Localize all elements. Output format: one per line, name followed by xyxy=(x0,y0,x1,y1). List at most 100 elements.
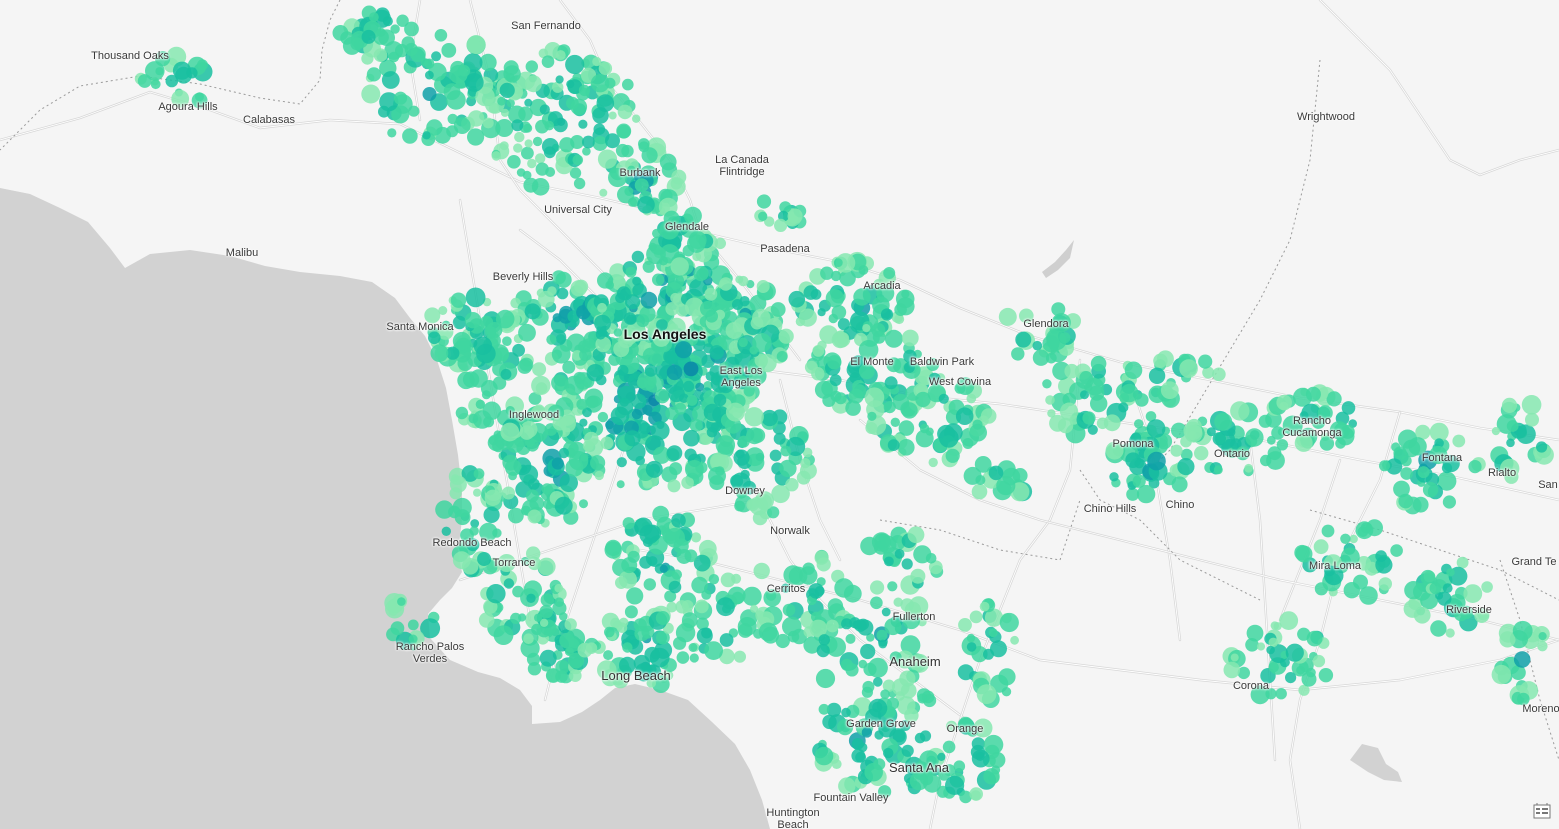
city-label-riverside[interactable]: Riverside xyxy=(1446,604,1492,616)
city-label-thousand-oaks[interactable]: Thousand Oaks xyxy=(91,50,169,62)
density-blob xyxy=(955,407,974,426)
city-label-moreno[interactable]: Moreno xyxy=(1522,703,1559,715)
city-label-cerritos[interactable]: Cerritos xyxy=(766,583,806,595)
city-label-inglewood[interactable]: Inglewood xyxy=(508,409,560,421)
city-label-chino[interactable]: Chino xyxy=(1165,499,1195,511)
city-label-grand-te[interactable]: Grand Te xyxy=(1511,556,1557,568)
city-label-calabasas[interactable]: Calabasas xyxy=(243,114,295,126)
city-label-anaheim[interactable]: Anaheim xyxy=(889,654,941,669)
density-blob xyxy=(1057,417,1074,434)
city-label-malibu[interactable]: Malibu xyxy=(225,247,259,259)
density-blob xyxy=(956,377,975,395)
density-blob xyxy=(767,506,780,519)
city-label-san-fernando[interactable]: San Fernando xyxy=(511,20,581,32)
density-blob xyxy=(641,147,658,164)
city-label-glendora[interactable]: Glendora xyxy=(1023,318,1069,330)
density-blob xyxy=(493,625,514,645)
density-blob xyxy=(452,315,467,330)
city-label-agoura-hills[interactable]: Agoura Hills xyxy=(158,101,218,113)
density-blob xyxy=(1452,434,1466,448)
density-blob xyxy=(1430,620,1447,637)
city-label-rancho-cucamonga[interactable]: Rancho Cucamonga xyxy=(1282,415,1342,439)
city-label-norwalk[interactable]: Norwalk xyxy=(770,525,810,537)
city-label-west-covina[interactable]: West Covina xyxy=(928,376,992,388)
density-blob xyxy=(1429,422,1449,442)
density-blob xyxy=(942,740,956,754)
density-blob xyxy=(666,364,683,381)
density-blob xyxy=(616,457,627,468)
city-label-fountain-valley[interactable]: Fountain Valley xyxy=(813,792,889,804)
density-blob xyxy=(676,651,690,664)
city-label-pasadena[interactable]: Pasadena xyxy=(760,243,810,255)
density-blob xyxy=(500,422,520,442)
city-label-arcadia[interactable]: Arcadia xyxy=(863,280,901,292)
city-label-mira-loma[interactable]: Mira Loma xyxy=(1309,560,1361,572)
density-blob xyxy=(455,406,469,420)
density-blob xyxy=(688,231,707,249)
density-blob xyxy=(652,505,670,523)
density-blob xyxy=(980,408,997,424)
density-blob xyxy=(1227,428,1236,437)
density-blob xyxy=(1506,420,1519,432)
density-blob xyxy=(970,744,986,760)
city-label-el-monte[interactable]: El Monte xyxy=(850,356,894,368)
city-label-torrance[interactable]: Torrance xyxy=(492,557,536,569)
city-label-downey[interactable]: Downey xyxy=(725,485,765,497)
density-blob xyxy=(831,759,842,769)
city-label-burbank[interactable]: Burbank xyxy=(619,167,661,179)
city-label-ontario[interactable]: Ontario xyxy=(1213,448,1251,460)
city-label-pomona[interactable]: Pomona xyxy=(1112,438,1154,450)
city-label-wrightwood[interactable]: Wrightwood xyxy=(1297,111,1355,123)
density-blob xyxy=(1032,349,1050,366)
city-label-garden-grove[interactable]: Garden Grove xyxy=(846,718,916,730)
city-label-baldwin-park[interactable]: Baldwin Park xyxy=(909,356,975,368)
city-label-la-canada-flintridge[interactable]: La Canada Flintridge xyxy=(715,154,769,178)
city-label-corona[interactable]: Corona xyxy=(1232,680,1270,692)
density-blob xyxy=(1437,471,1457,491)
density-blob xyxy=(959,790,972,804)
density-blob xyxy=(1366,519,1383,537)
city-label-beverly-hills[interactable]: Beverly Hills xyxy=(492,271,554,283)
density-blob xyxy=(732,299,743,310)
density-blob xyxy=(686,394,698,406)
density-blob xyxy=(453,117,471,134)
density-blob xyxy=(535,153,546,164)
density-blob xyxy=(853,288,871,306)
city-label-fullerton[interactable]: Fullerton xyxy=(892,611,936,623)
density-blob xyxy=(599,188,608,197)
city-label-glendale[interactable]: Glendale xyxy=(664,221,710,233)
density-blob xyxy=(740,469,750,480)
density-blob xyxy=(841,707,851,718)
density-blob xyxy=(582,135,595,149)
city-label-universal-city[interactable]: Universal City xyxy=(544,204,612,216)
density-blob xyxy=(171,89,190,108)
city-label-santa-monica[interactable]: Santa Monica xyxy=(386,321,454,333)
density-blob xyxy=(975,475,986,485)
density-blob xyxy=(478,612,495,628)
city-label-long-beach[interactable]: Long Beach xyxy=(601,668,671,683)
density-blob xyxy=(901,329,919,347)
city-label-santa-ana[interactable]: Santa Ana xyxy=(889,760,949,775)
city-label-rancho-palos-verdes[interactable]: Rancho Palos Verdes xyxy=(395,641,465,665)
city-label-redondo-beach[interactable]: Redondo Beach xyxy=(432,537,512,549)
density-blob xyxy=(535,162,549,176)
city-label-san[interactable]: San xyxy=(1538,479,1558,491)
density-blob xyxy=(755,491,774,511)
county-boundary xyxy=(1079,469,1261,601)
density-blob xyxy=(585,642,598,654)
city-label-orange[interactable]: Orange xyxy=(946,723,984,735)
city-label-east-los-angeles[interactable]: East Los Angeles xyxy=(719,365,763,389)
density-blob xyxy=(533,404,545,417)
city-label-huntington-beach[interactable]: Huntington Beach xyxy=(766,807,820,829)
density-blob xyxy=(430,344,449,363)
density-blob xyxy=(770,302,786,317)
city-label-chino-hills[interactable]: Chino Hills xyxy=(1083,503,1137,515)
city-label-los-angeles[interactable]: Los Angeles xyxy=(623,326,707,342)
city-label-rialto[interactable]: Rialto xyxy=(1487,467,1517,479)
legend-button[interactable] xyxy=(1533,803,1555,823)
density-blob xyxy=(881,607,891,617)
city-label-fontana[interactable]: Fontana xyxy=(1421,452,1463,464)
density-blob xyxy=(681,476,694,490)
